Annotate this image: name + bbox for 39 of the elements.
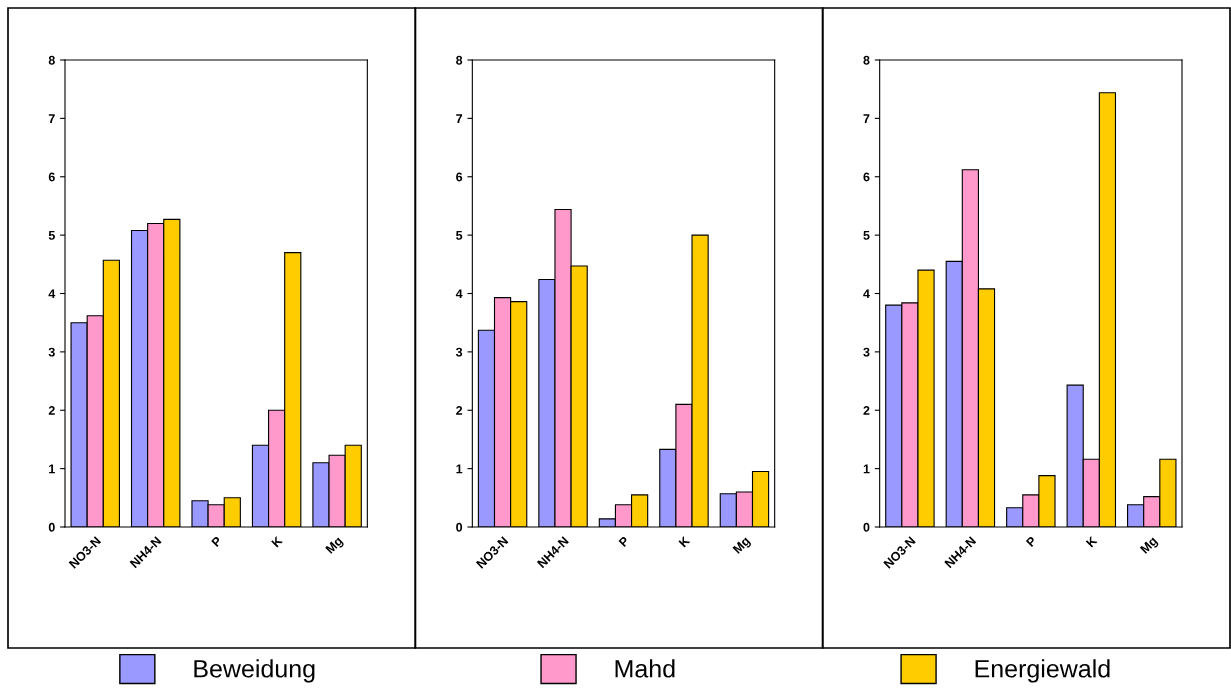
y-tick-label: 3	[48, 347, 55, 357]
x-tick-label: K	[271, 535, 283, 548]
x-tick-label: Mg	[1139, 536, 1160, 556]
y-tick-label: 0	[48, 522, 55, 532]
x-tick-label: Mg	[732, 536, 753, 556]
y-tick-label: 2	[456, 406, 463, 415]
x-tick-label: Mg	[325, 536, 345, 556]
y-tick-label: 1	[456, 464, 463, 474]
y-tick-label: 8	[456, 55, 463, 65]
y-tick-label: 7	[863, 114, 870, 123]
y-tick-label: 4	[48, 289, 56, 299]
y-tick-label: 8	[863, 55, 870, 65]
y-tick-label: 6	[863, 172, 870, 182]
y-tick-label: 7	[456, 114, 463, 123]
y-tick-label: 3	[863, 347, 870, 357]
y-tick-label: 4	[455, 289, 463, 299]
x-tick-label: P	[618, 535, 630, 548]
y-tick-label: 3	[455, 347, 463, 357]
y-tick-label: 0	[456, 522, 463, 532]
y-tick-label: 7	[48, 114, 55, 123]
legend-label: Energiewald	[975, 659, 1110, 683]
y-tick-label: 2	[863, 406, 870, 415]
x-tick-label: K	[1085, 535, 1098, 548]
y-tick-label: 4	[863, 289, 870, 299]
y-tick-label: 5	[863, 231, 870, 240]
y-tick-label: 6	[48, 172, 55, 182]
x-tick-label: P	[211, 535, 223, 548]
legend-label: Beweidung	[194, 659, 315, 683]
legend-label: Mahd	[615, 659, 675, 678]
y-tick-label: 2	[48, 406, 55, 415]
y-tick-label: 1	[863, 464, 870, 474]
y-tick-label: 5	[48, 231, 55, 240]
x-tick-label: K	[678, 535, 691, 548]
x-tick-label: P	[1025, 535, 1037, 548]
y-tick-label: 5	[456, 231, 463, 240]
y-tick-label: 6	[456, 172, 463, 182]
y-tick-label: 0	[863, 522, 870, 532]
y-tick-label: 1	[49, 464, 55, 474]
y-tick-label: 8	[48, 55, 55, 65]
